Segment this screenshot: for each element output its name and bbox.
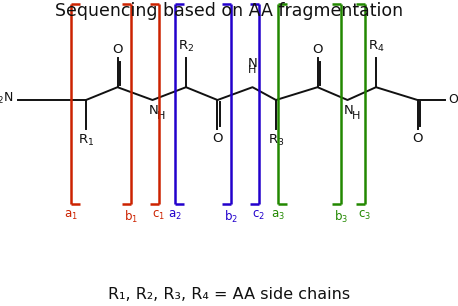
Text: O: O: [312, 43, 323, 56]
Text: b$_2$: b$_2$: [224, 209, 238, 225]
Text: R$_4$: R$_4$: [368, 39, 384, 54]
Text: R$_3$: R$_3$: [268, 133, 284, 148]
Text: c$_1$: c$_1$: [153, 209, 165, 222]
Text: c$_2$: c$_2$: [252, 209, 266, 222]
Text: a$_2$: a$_2$: [168, 209, 182, 222]
Text: N: N: [149, 104, 158, 117]
Text: a$_1$: a$_1$: [64, 209, 78, 222]
Text: b$_3$: b$_3$: [334, 209, 348, 225]
Text: O: O: [412, 132, 423, 145]
Text: H: H: [157, 111, 165, 121]
Text: O: O: [212, 132, 223, 145]
Text: b$_1$: b$_1$: [124, 209, 138, 225]
Text: R$_1$: R$_1$: [78, 133, 94, 148]
Text: H: H: [352, 111, 360, 121]
Text: c$_3$: c$_3$: [359, 209, 371, 222]
Text: N: N: [344, 104, 354, 117]
Text: H: H: [248, 65, 256, 75]
Text: a$_3$: a$_3$: [271, 209, 284, 222]
Text: R$_2$: R$_2$: [178, 39, 194, 54]
Text: H$_2$N: H$_2$N: [0, 91, 14, 106]
Text: O: O: [112, 43, 123, 56]
Text: N: N: [248, 58, 257, 70]
Text: Sequencing based on AA fragmentation: Sequencing based on AA fragmentation: [55, 2, 403, 20]
Text: OH: OH: [448, 93, 458, 106]
Text: R₁, R₂, R₃, R₄ = AA side chains: R₁, R₂, R₃, R₄ = AA side chains: [108, 287, 350, 302]
